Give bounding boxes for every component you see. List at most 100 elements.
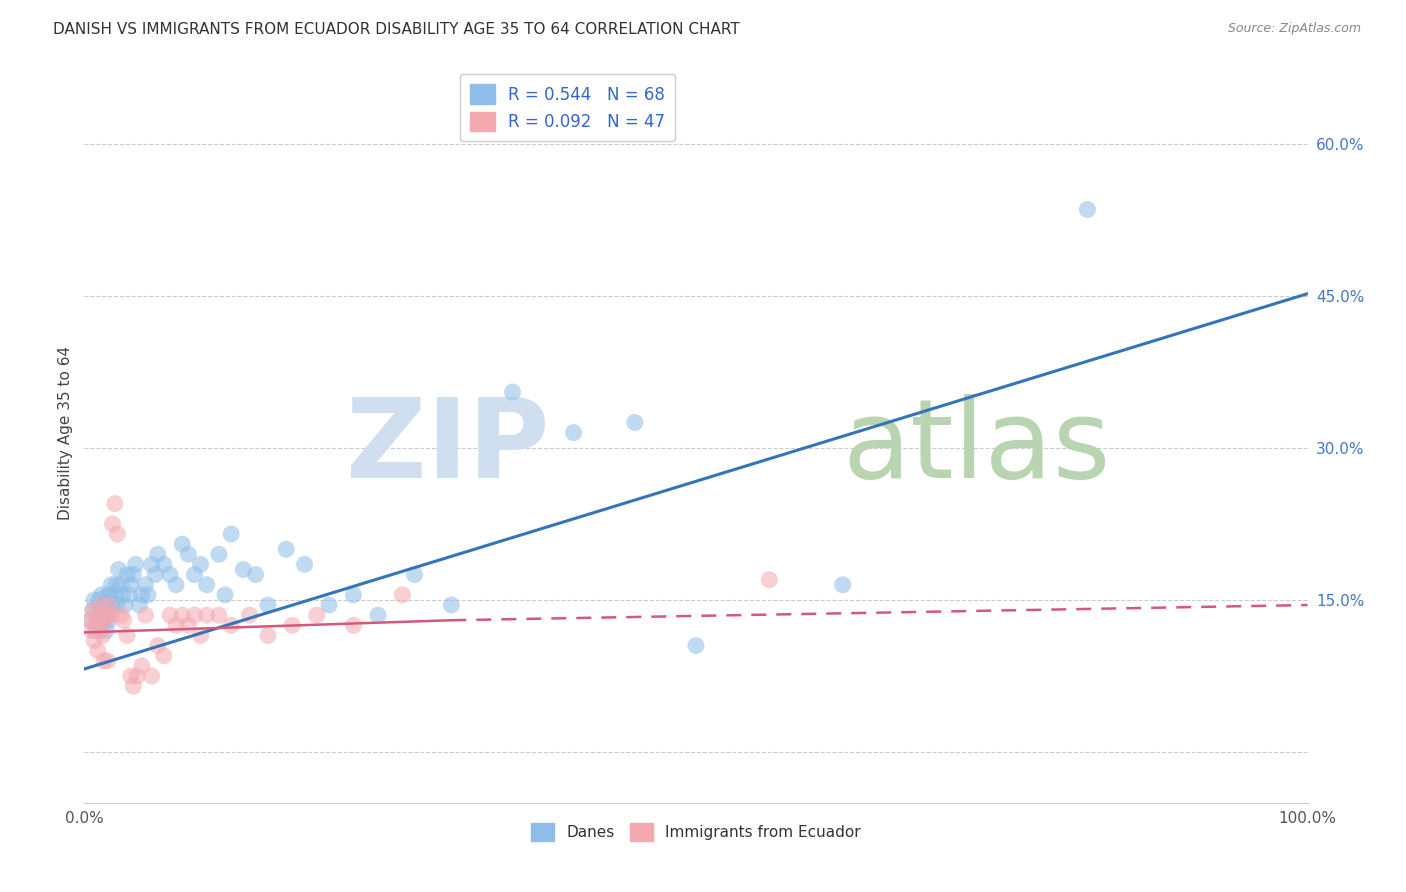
Text: atlas: atlas [842, 394, 1111, 501]
Point [86, 613, 108, 627]
Point [89, 613, 111, 627]
Point [98, 588, 121, 602]
Y-axis label: Disability Age 35 to 64: Disability Age 35 to 64 [58, 345, 73, 520]
Point [115, 628, 138, 642]
Point [125, 669, 148, 683]
Point [89, 624, 111, 638]
Point [82, 603, 104, 617]
Point [367, 608, 389, 623]
Point [219, 618, 242, 632]
Point [101, 516, 124, 531]
Point [153, 648, 176, 663]
Point [93, 598, 115, 612]
Point [83, 633, 105, 648]
Point [305, 608, 328, 623]
Point [86, 618, 108, 632]
Point [79, 613, 101, 627]
Point [141, 558, 163, 572]
Point [146, 547, 169, 561]
Point [125, 558, 148, 572]
Point [97, 613, 120, 627]
Point [105, 578, 128, 592]
Point [195, 578, 218, 592]
Point [232, 562, 254, 576]
Point [114, 598, 136, 612]
Text: DANISH VS IMMIGRANTS FROM ECUADOR DISABILITY AGE 35 TO 64 CORRELATION CHART: DANISH VS IMMIGRANTS FROM ECUADOR DISABI… [53, 22, 740, 37]
Point [97, 588, 120, 602]
Point [153, 558, 176, 572]
Point [141, 669, 163, 683]
Point [107, 562, 129, 576]
Legend: Danes, Immigrants from Ecuador: Danes, Immigrants from Ecuador [526, 817, 866, 847]
Point [84, 608, 107, 623]
Text: Source: ZipAtlas.com: Source: ZipAtlas.com [1227, 22, 1361, 36]
Point [94, 613, 117, 627]
Point [281, 618, 304, 632]
Point [294, 558, 316, 572]
Point [97, 654, 120, 668]
Point [136, 588, 159, 602]
Point [111, 588, 134, 602]
Point [87, 613, 110, 627]
Point [101, 598, 124, 612]
Point [79, 613, 101, 627]
Point [94, 613, 117, 627]
Point [685, 639, 707, 653]
Point [90, 588, 112, 602]
Point [172, 537, 194, 551]
Point [342, 588, 364, 602]
Point [165, 578, 187, 592]
Point [120, 578, 142, 592]
Point [318, 598, 340, 612]
Point [831, 578, 853, 592]
Point [219, 527, 242, 541]
Point [440, 598, 463, 612]
Point [120, 669, 142, 683]
Point [110, 608, 132, 623]
Point [391, 588, 413, 602]
Text: ZIP: ZIP [346, 394, 550, 501]
Point [183, 608, 205, 623]
Point [84, 624, 107, 638]
Point [342, 618, 364, 632]
Point [257, 598, 280, 612]
Point [131, 659, 153, 673]
Point [97, 603, 120, 617]
Point [624, 416, 647, 430]
Point [105, 598, 128, 612]
Point [97, 598, 120, 612]
Point [758, 573, 780, 587]
Point [208, 608, 231, 623]
Point [91, 613, 114, 627]
Point [83, 593, 105, 607]
Point [131, 588, 153, 602]
Point [245, 567, 267, 582]
Point [177, 547, 200, 561]
Point [238, 608, 260, 623]
Point [87, 603, 110, 617]
Point [91, 603, 114, 617]
Point [177, 618, 200, 632]
Point [128, 598, 150, 612]
Point [96, 603, 118, 617]
Point [87, 643, 110, 657]
Point [93, 654, 115, 668]
Point [122, 567, 145, 582]
Point [104, 588, 127, 602]
Point [115, 567, 138, 582]
Point [91, 628, 114, 642]
Point [1076, 202, 1098, 217]
Point [96, 624, 118, 638]
Point [562, 425, 585, 440]
Point [135, 578, 157, 592]
Point [105, 527, 128, 541]
Point [165, 618, 187, 632]
Point [118, 588, 141, 602]
Point [104, 497, 127, 511]
Point [135, 608, 157, 623]
Point [96, 608, 118, 623]
Point [159, 608, 181, 623]
Point [89, 624, 111, 638]
Point [100, 608, 122, 623]
Point [122, 679, 145, 693]
